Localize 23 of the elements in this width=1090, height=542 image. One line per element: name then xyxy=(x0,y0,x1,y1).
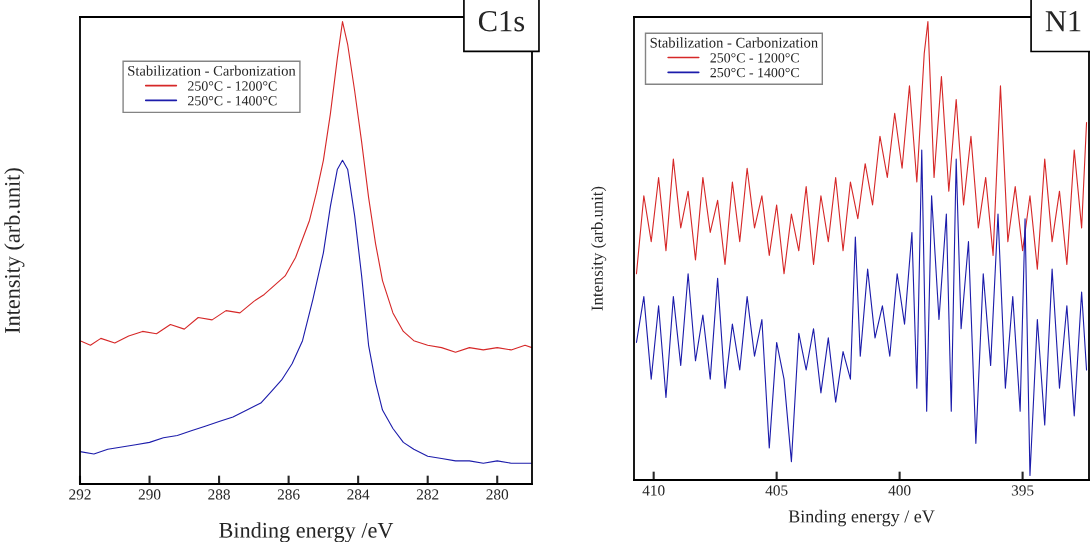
x-tick-label: 288 xyxy=(208,489,230,500)
x-tick-label: 286 xyxy=(277,489,300,500)
x-tick-label: 405 xyxy=(765,485,788,496)
legend-title: Stabilization - Carbonization xyxy=(128,65,296,76)
x-tick-label: 280 xyxy=(486,489,509,500)
y-axis-title: Intensity (arb.unit) xyxy=(591,186,607,311)
y-axis-title: Intensity (arb.unit) xyxy=(4,168,25,334)
legend-label: 250°C - 1400°C xyxy=(710,67,799,78)
x-tick-label: 290 xyxy=(138,489,161,500)
legend-title: Stabilization - Carbonization xyxy=(650,37,818,48)
x-tick-label: 410 xyxy=(642,485,665,496)
x-tick-label: 282 xyxy=(416,489,439,500)
x-tick-label: 400 xyxy=(888,485,911,496)
legend-label: 250°C - 1200°C xyxy=(710,53,799,63)
chart-title: N1 xyxy=(1045,11,1081,32)
chart-title: C1s xyxy=(478,10,525,32)
x-tick-label: 395 xyxy=(1011,485,1034,496)
x-axis-title: Binding energy /eV xyxy=(219,522,394,542)
legend-label: 250°C - 1400°C xyxy=(188,96,277,106)
x-tick-label: 292 xyxy=(69,489,91,500)
x-tick-label: 284 xyxy=(347,489,370,500)
legend-label: 250°C - 1200°C xyxy=(188,81,277,91)
x-axis-title: Binding energy / eV xyxy=(788,509,935,527)
